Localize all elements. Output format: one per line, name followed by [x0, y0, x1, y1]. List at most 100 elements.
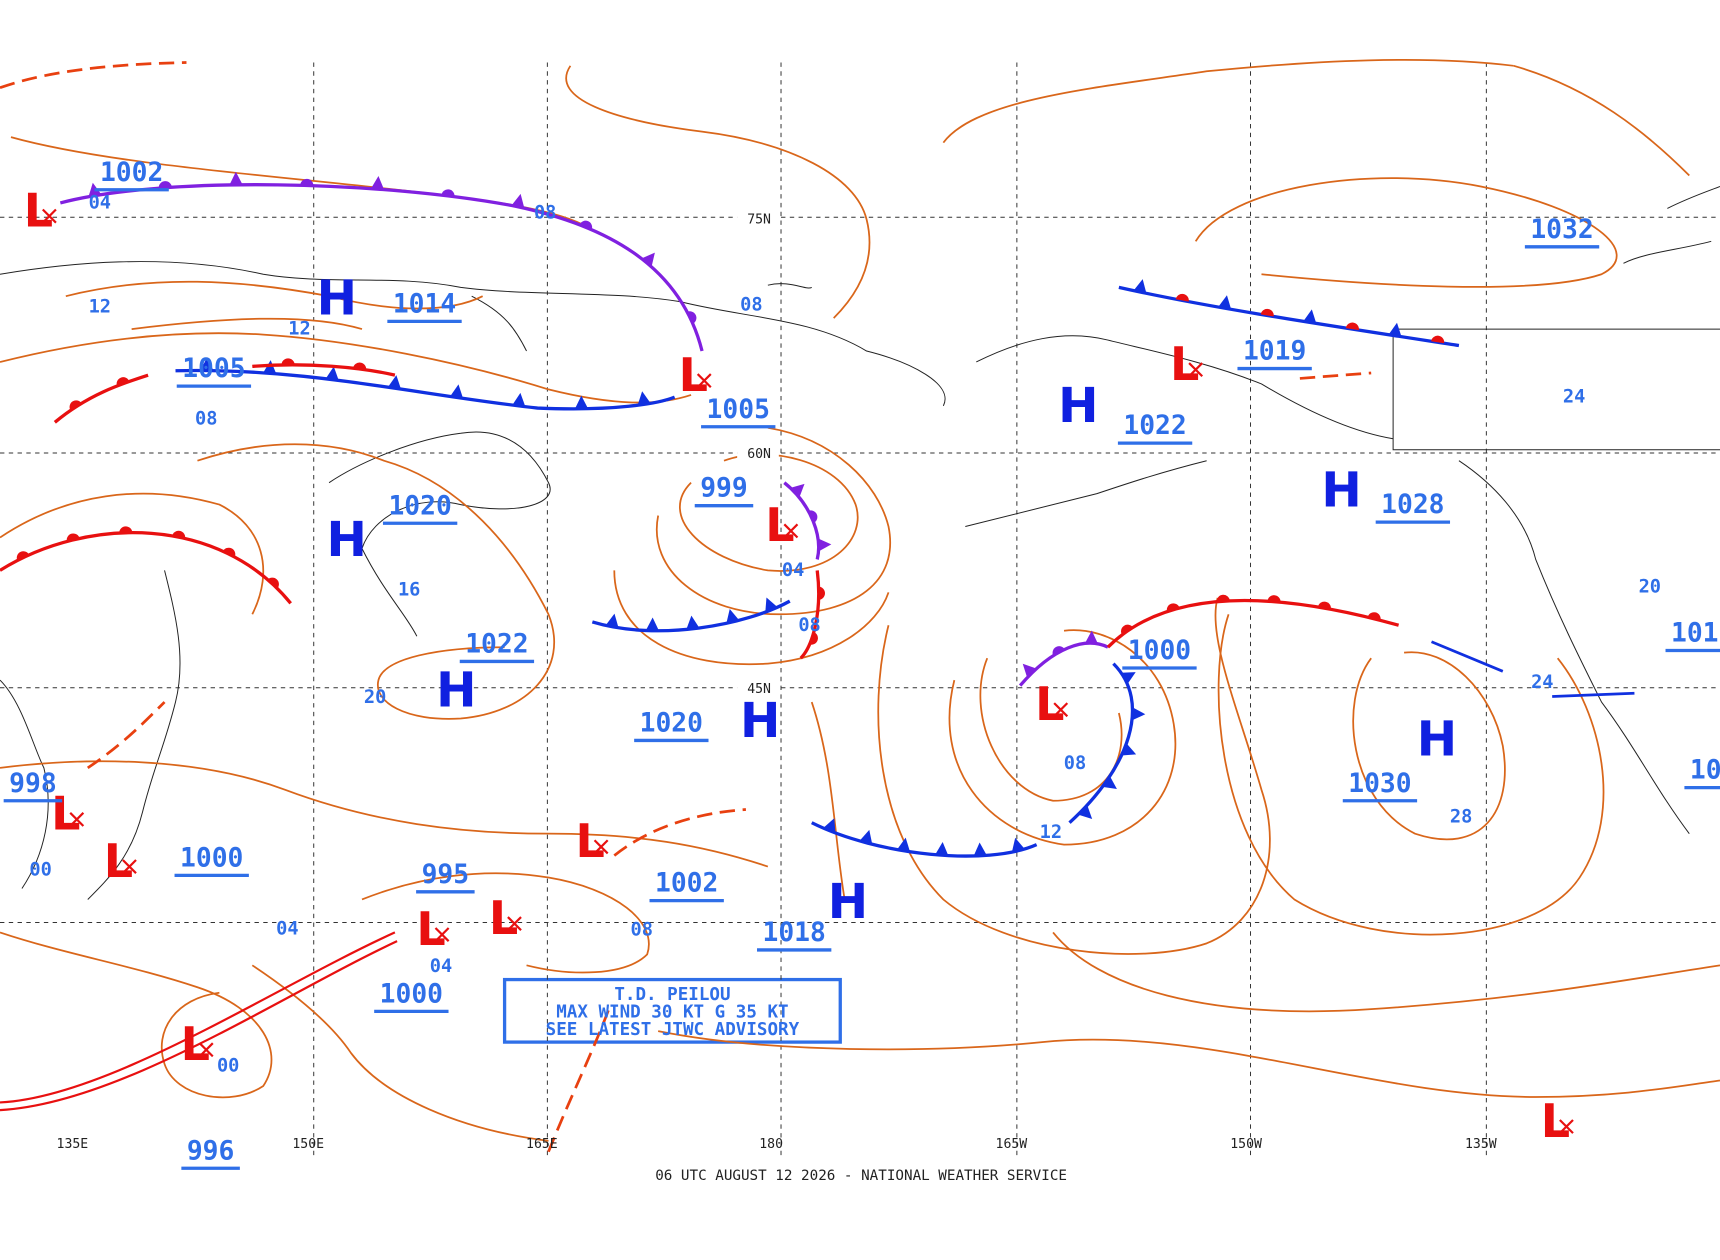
isobar-label: 24 — [1531, 672, 1553, 693]
warm-front — [0, 531, 292, 605]
coastline — [965, 460, 1207, 528]
front-triangle — [1133, 279, 1147, 294]
isobar-label: 08 — [630, 920, 652, 941]
isobar — [657, 1030, 1720, 1098]
coastline — [767, 283, 812, 289]
coastline — [0, 261, 946, 407]
central-pressure: 1032 — [1530, 215, 1593, 245]
central-pressure: 1000 — [180, 843, 243, 873]
coastline — [976, 335, 1394, 440]
front-semicircle — [441, 189, 455, 197]
front-semicircle — [66, 533, 80, 542]
low-center: L — [575, 814, 604, 868]
isobar — [0, 492, 265, 615]
front-triangle — [605, 613, 619, 628]
warm-front — [799, 570, 821, 660]
isobar — [197, 443, 555, 720]
longitude-label: 150W — [1230, 1137, 1262, 1152]
coastline — [1623, 186, 1720, 264]
low-mark — [783, 523, 799, 539]
front-semicircle — [1431, 335, 1445, 344]
front-triangle — [726, 608, 740, 624]
front-triangle — [645, 617, 659, 631]
low-center: L — [104, 834, 133, 888]
central-pressure: 1014 — [393, 289, 456, 319]
front-semicircle — [222, 547, 236, 558]
front-triangle — [935, 842, 949, 856]
low-center: L — [24, 183, 53, 237]
central-pressure: 1018 — [762, 918, 825, 948]
front-triangle — [1084, 630, 1098, 644]
isobar — [877, 597, 1271, 955]
isobar — [1052, 931, 1720, 1013]
front-triangle — [1218, 295, 1232, 310]
coastline — [1392, 328, 1720, 451]
isobar-label: 24 — [1563, 387, 1585, 408]
front-semicircle — [353, 362, 367, 370]
front-triangle — [370, 175, 385, 190]
central-pressure: 998 — [9, 769, 57, 799]
storm-track — [0, 931, 396, 1104]
central-pressure: 1002 — [655, 869, 718, 899]
low-mark — [1559, 1119, 1574, 1134]
low-mark — [69, 812, 85, 827]
central-pressure: 1005 — [182, 354, 245, 384]
front-triangle — [686, 615, 700, 630]
isobar-label: 16 — [398, 580, 420, 601]
longitude-label: 135W — [1465, 1137, 1497, 1152]
isobar-label: 04 — [430, 956, 452, 977]
low-center: L — [765, 498, 794, 552]
front-triangle — [229, 171, 243, 185]
high-center: H — [1417, 712, 1457, 768]
low-center: L — [51, 787, 80, 841]
front-triangle — [1102, 776, 1117, 790]
low-center: L — [1170, 337, 1199, 391]
high-center: H — [317, 271, 357, 327]
caption: 06 UTC AUGUST 12 2026 - NATIONAL WEATHER… — [655, 1168, 1067, 1184]
front-semicircle — [809, 632, 818, 645]
front-triangle — [823, 818, 836, 833]
high-center: H — [1321, 463, 1361, 519]
isobar — [65, 280, 484, 310]
isobar — [613, 570, 890, 666]
front-triangle — [1078, 805, 1093, 819]
front-triangle — [387, 375, 401, 390]
isobar-label: 08 — [195, 409, 217, 430]
high-center: H — [1058, 378, 1098, 434]
isobar — [565, 65, 871, 319]
latitude-label: 60N — [747, 447, 771, 462]
front-semicircle — [1345, 322, 1359, 331]
low-center: L — [1541, 1094, 1570, 1148]
low-mark — [1053, 702, 1069, 718]
central-pressure: 1030 — [1348, 769, 1411, 799]
isobar — [1513, 64, 1690, 177]
high-center: H — [740, 693, 780, 749]
isobar-label: 08 — [534, 202, 556, 223]
front-semicircle — [818, 586, 825, 600]
front-semicircle — [1317, 601, 1331, 610]
central-pressure: 1020 — [388, 491, 451, 521]
isobar — [361, 872, 650, 974]
trough — [86, 701, 166, 769]
low-center: L — [489, 891, 518, 945]
latitude-label-bg — [737, 446, 779, 462]
isobar — [0, 332, 692, 404]
high-center: H — [828, 874, 868, 930]
central-pressure: 1022 — [465, 630, 528, 660]
latitude-label: 45N — [747, 682, 771, 697]
isobar-label: 20 — [1639, 576, 1661, 597]
central-pressure: 995 — [422, 860, 470, 890]
front-triangle — [1131, 707, 1146, 721]
isobar — [679, 453, 859, 572]
front-triangle — [450, 384, 464, 399]
longitude-label: 165E — [526, 1137, 558, 1152]
low-center: L — [181, 1017, 210, 1071]
low-mark — [696, 373, 712, 388]
isobar — [1352, 651, 1506, 841]
isobar-label: 28 — [1450, 807, 1472, 828]
front-triangle — [574, 395, 589, 409]
front-triangle — [973, 842, 987, 856]
front-triangle — [1120, 672, 1136, 685]
isobar-label: 08 — [1064, 753, 1086, 774]
